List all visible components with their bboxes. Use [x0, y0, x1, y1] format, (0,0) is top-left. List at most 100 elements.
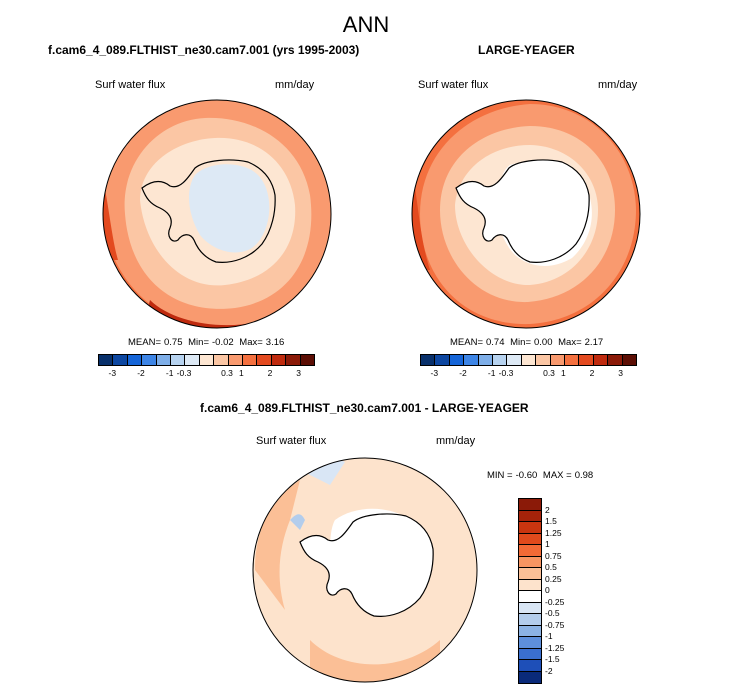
model-antarctica-outline [141, 159, 276, 263]
model-colorbar [98, 354, 315, 366]
colorbar-swatch [156, 355, 172, 365]
colorbar-swatch [214, 355, 229, 365]
colorbar-tick-label: 0.75 [545, 550, 562, 561]
diff-min-label: MIN = [487, 470, 513, 481]
colorbar-swatch [519, 533, 541, 545]
model-ice-region [188, 164, 270, 253]
colorbar-swatch [550, 355, 566, 365]
model-max-value: 3.16 [265, 337, 285, 348]
colorbar-swatch [199, 355, 215, 365]
colorbar-swatch [519, 614, 541, 626]
obs-units-label: mm/day [598, 79, 638, 91]
model-min-label: Min= [188, 337, 209, 348]
colorbar-swatch [493, 355, 508, 365]
model-panel-title: f.cam6_4_089.FLTHIST_ne30.cam7.001 (yrs … [48, 43, 360, 57]
colorbar-tick-label: -2 [545, 665, 553, 676]
colorbar-tick-label: 2 [267, 368, 273, 378]
diff-colorbar-ticks: 2 1.5 1.25 1 0.75 0.5 0.25 0 -0.25 -0.5 -0.75 -1 -1.… [545, 498, 585, 682]
diff-max-value: 0.98 [574, 470, 594, 481]
colorbar-swatch [464, 355, 479, 365]
colorbar-swatch [300, 355, 315, 365]
colorbar-swatch [478, 355, 494, 365]
obs-panel-title: LARGE-YEAGER [478, 43, 575, 57]
colorbar-tick-label: 0.3 [221, 368, 233, 378]
diff-panel-title: f.cam6_4_089.FLTHIST_ne30.cam7.001 - LAR… [200, 401, 529, 415]
colorbar-tick-label: -1 [487, 368, 496, 378]
colorbar-swatch [519, 602, 541, 614]
colorbar-swatch [519, 510, 541, 522]
colorbar-swatch [519, 499, 541, 511]
colorbar-tick-label: 1 [560, 368, 566, 378]
obs-stats: MEAN= 0.74 Min= 0.00 Max= 2.17 [450, 337, 606, 348]
colorbar-swatch [228, 355, 244, 365]
colorbar-swatch [519, 637, 541, 649]
colorbar-swatch [519, 660, 541, 672]
obs-variable-label: Surf water flux [418, 79, 489, 91]
colorbar-tick-label: 1 [545, 539, 550, 549]
colorbar-swatch [435, 355, 450, 365]
obs-colorbar-ticks: -3 -2 -1 -0.3 0.3 1 2 3 [420, 368, 635, 380]
colorbar-tick-label: -1.5 [545, 654, 560, 664]
colorbar-tick-label: 1.25 [545, 527, 562, 538]
colorbar-tick-label: 2 [545, 504, 550, 515]
colorbar-swatch [127, 355, 143, 365]
colorbar-tick-label: 1.5 [545, 516, 557, 526]
colorbar-tick-label: 0.25 [545, 573, 562, 584]
colorbar-tick-label: -0.5 [545, 608, 560, 618]
colorbar-swatch [421, 355, 436, 365]
colorbar-tick-label: -2 [459, 368, 467, 378]
colorbar-tick-label: -3 [108, 368, 117, 378]
colorbar-swatch [536, 355, 551, 365]
colorbar-tick-label: 0 [545, 585, 550, 595]
colorbar-swatch [171, 355, 186, 365]
obs-max-value: 2.17 [584, 337, 604, 348]
colorbar-swatch [579, 355, 594, 365]
colorbar-tick-label: 2 [589, 368, 595, 378]
obs-max-label: Max= [558, 337, 582, 348]
model-variable-label: Surf water flux [95, 79, 166, 91]
main-title: ANN [342, 12, 390, 37]
model-min-value: -0.02 [212, 337, 234, 348]
colorbar-swatch [519, 671, 541, 683]
colorbar-swatch [99, 355, 114, 365]
obs-antarctica-outline [455, 159, 590, 263]
colorbar-swatch [519, 568, 541, 580]
colorbar-swatch [608, 355, 623, 365]
colorbar-swatch [519, 648, 541, 660]
colorbar-swatch [449, 355, 465, 365]
colorbar-tick-label: 3 [618, 368, 624, 378]
colorbar-tick-label: 0.5 [545, 562, 557, 572]
colorbar-swatch [507, 355, 522, 365]
colorbar-tick-label: 0.3 [543, 368, 555, 378]
obs-min-label: Min= [510, 337, 531, 348]
colorbar-swatch [622, 355, 637, 365]
diff-max-label: MAX = [542, 470, 572, 481]
colorbar-swatch [521, 355, 537, 365]
colorbar-swatch [519, 556, 541, 568]
colorbar-swatch [519, 625, 541, 637]
colorbar-tick-label: -2 [137, 368, 145, 378]
colorbar-tick-label: 1 [238, 368, 244, 378]
obs-min-value: 0.00 [534, 337, 553, 348]
colorbar-swatch [142, 355, 157, 365]
diff-antarctica-outline [299, 513, 434, 617]
colorbar-tick-label: 3 [296, 368, 302, 378]
obs-mean-label: MEAN= [450, 337, 483, 348]
colorbar-tick-label: -0.3 [498, 368, 514, 378]
obs-mean-value: 0.74 [486, 337, 505, 348]
colorbar-tick-label: -1 [165, 368, 174, 378]
model-max-label: Max= [239, 337, 263, 348]
diff-min-value: -0.60 [515, 470, 538, 481]
colorbar-swatch [519, 522, 541, 534]
colorbar-swatch [519, 579, 541, 591]
diff-units-label: mm/day [436, 435, 476, 447]
colorbar-swatch [565, 355, 580, 365]
colorbar-swatch [519, 591, 541, 603]
colorbar-swatch [185, 355, 200, 365]
diff-stats: MIN = -0.60 MAX = 0.98 [487, 470, 596, 481]
diff-colorbar [518, 498, 542, 684]
colorbar-swatch [257, 355, 272, 365]
colorbar-tick-label: -1 [545, 631, 553, 641]
